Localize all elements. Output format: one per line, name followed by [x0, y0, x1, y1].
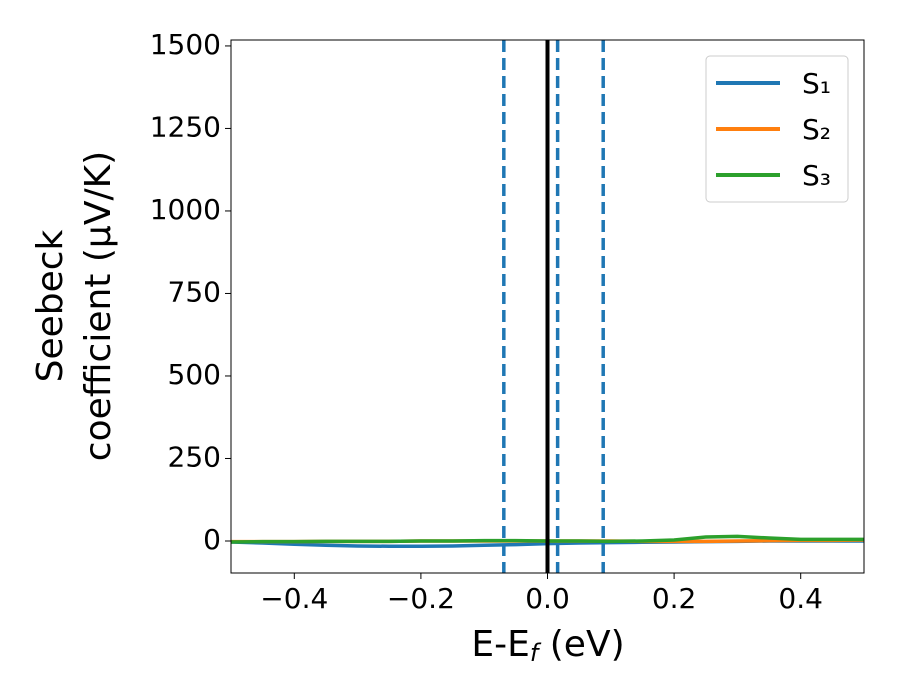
y-axis-label: Seebeck [30, 229, 71, 382]
y-tick-label: 500 [168, 358, 221, 391]
x-tick-label: −0.2 [387, 582, 455, 615]
legend-label: S₃ [802, 159, 831, 192]
x-tick-label: 0.4 [778, 582, 823, 615]
y-tick-label: 1000 [150, 193, 221, 226]
x-axis-label: E-Ef (eV) [471, 624, 624, 667]
legend-label: S₁ [802, 67, 831, 100]
x-tick-label: −0.4 [260, 582, 328, 615]
x-tick-label: 0.0 [525, 582, 570, 615]
plot-frame [230, 39, 865, 574]
x-tick-label: 0.2 [652, 582, 697, 615]
x-label-main: E-E [471, 624, 529, 665]
y-tick-label: 250 [168, 440, 221, 473]
y-tick-label: 1250 [150, 110, 221, 143]
y-tick-label: 1500 [150, 28, 221, 61]
x-label-rest: (eV) [538, 624, 624, 665]
y-tick-label: 0 [203, 523, 221, 556]
y-axis-label: coefficient (μV/K) [78, 151, 119, 461]
legend-label: S₂ [802, 113, 831, 146]
y-tick-label: 750 [168, 275, 221, 308]
